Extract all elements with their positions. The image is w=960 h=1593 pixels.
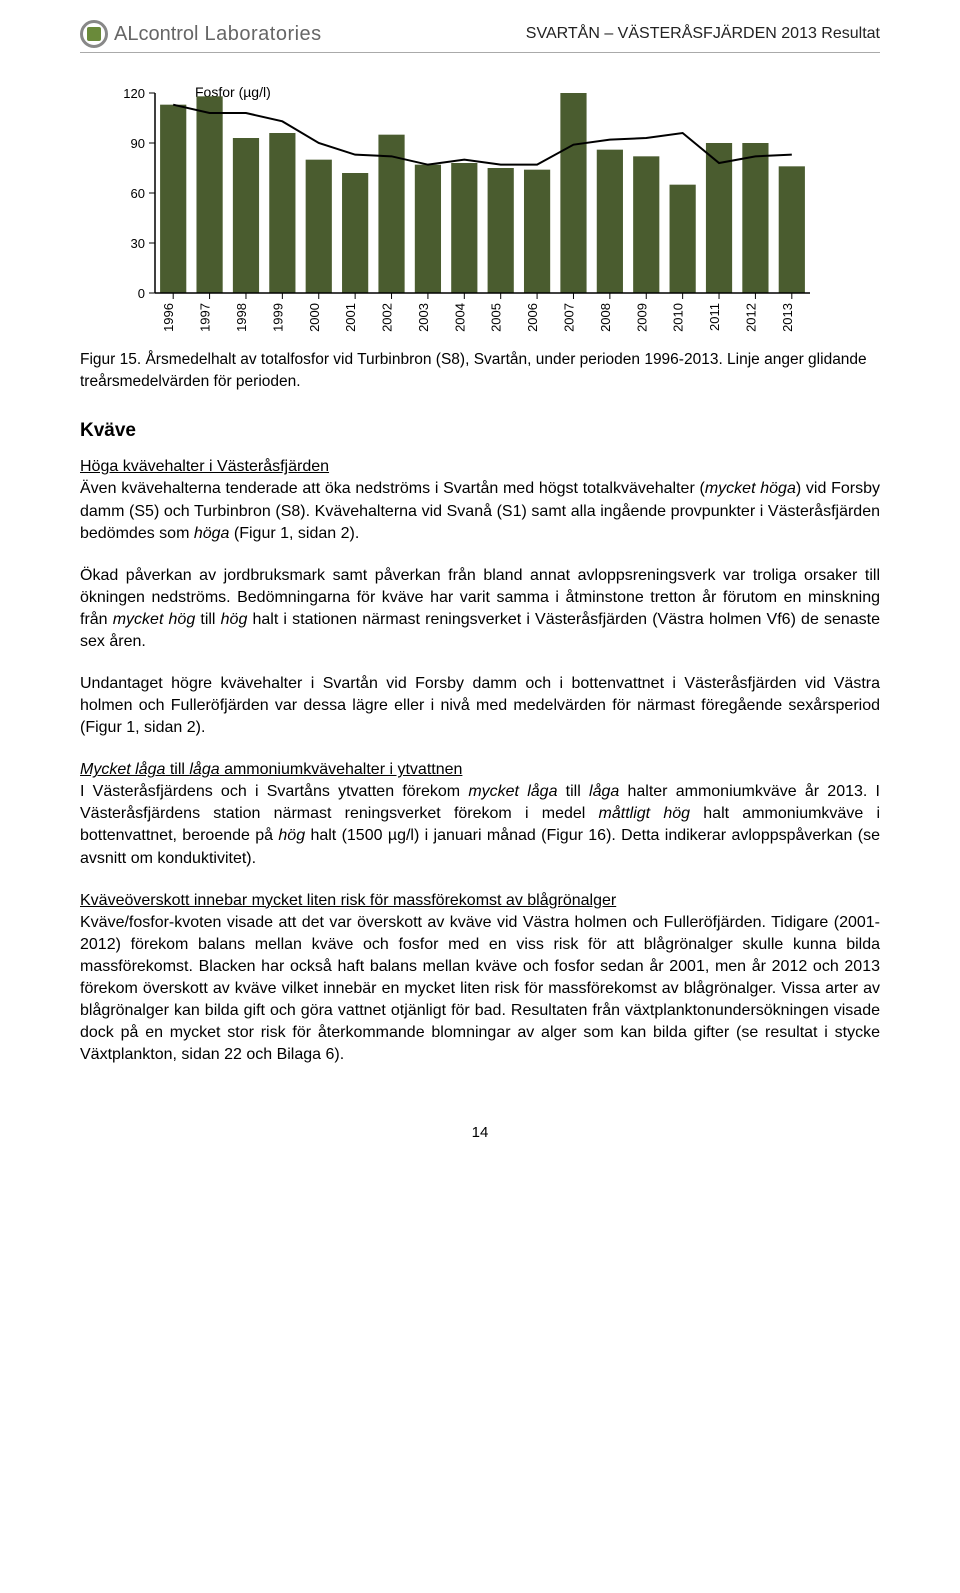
kvave-heading: Kväve	[80, 420, 880, 442]
para-1: Höga kvävehalter i Västeråsfjärden Även …	[80, 456, 880, 544]
svg-text:2006: 2006	[525, 303, 540, 332]
t: måttligt hög	[599, 805, 691, 822]
svg-text:2003: 2003	[416, 303, 431, 332]
svg-text:1999: 1999	[270, 303, 285, 332]
svg-text:2009: 2009	[634, 303, 649, 332]
svg-text:2002: 2002	[380, 303, 395, 332]
para-1-title: Höga kvävehalter i Västeråsfjärden	[80, 458, 329, 475]
svg-text:1996: 1996	[161, 303, 176, 332]
t: till	[195, 611, 220, 628]
t: Även kvävehalterna tenderade att öka ned…	[80, 480, 705, 497]
page-header: ALcontrol Laboratories SVARTÅN – VÄSTERÅ…	[80, 20, 880, 53]
brand-part-a: ALcontrol	[114, 23, 199, 46]
svg-text:60: 60	[131, 186, 145, 201]
t: I Västeråsfjärdens och i Svartåns ytvatt…	[80, 783, 468, 800]
t: till	[165, 761, 189, 778]
t: Kväve/fosfor-kvoten visade att det var ö…	[80, 914, 880, 1063]
t: till	[557, 783, 589, 800]
figure-caption: Figur 15. Årsmedelhalt av totalfosfor vi…	[80, 349, 880, 392]
page: ALcontrol Laboratories SVARTÅN – VÄSTERÅ…	[0, 0, 960, 1181]
para-4: Mycket låga till låga ammoniumkvävehalte…	[80, 759, 880, 869]
para-4-title: Mycket låga till låga ammoniumkvävehalte…	[80, 761, 462, 778]
svg-text:2011: 2011	[707, 303, 722, 331]
svg-text:1998: 1998	[234, 303, 249, 332]
t: mycket höga	[705, 480, 796, 497]
fosfor-chart-svg: 0306090120Fosfor (µg/l)19961997199819992…	[100, 83, 820, 343]
t: mycket låga	[468, 783, 557, 800]
svg-text:2007: 2007	[561, 303, 576, 332]
svg-text:2013: 2013	[780, 303, 795, 332]
t: höga	[194, 525, 230, 542]
svg-text:2000: 2000	[307, 303, 322, 332]
t: mycket hög	[113, 611, 196, 628]
svg-text:2001: 2001	[343, 303, 358, 332]
t: hög	[278, 827, 305, 844]
logo-icon	[80, 20, 108, 48]
svg-text:90: 90	[131, 136, 145, 151]
fosfor-chart: 0306090120Fosfor (µg/l)19961997199819992…	[100, 83, 880, 343]
svg-text:0: 0	[138, 286, 145, 301]
t: (Figur 1, sidan 2).	[229, 525, 359, 542]
svg-text:1997: 1997	[198, 303, 213, 332]
t: Mycket låga	[80, 761, 165, 778]
header-context: SVARTÅN – VÄSTERÅSFJÄRDEN 2013 Resultat	[526, 25, 880, 43]
svg-text:120: 120	[123, 86, 145, 101]
para-2: Ökad påverkan av jordbruksmark samt påve…	[80, 565, 880, 653]
svg-text:30: 30	[131, 236, 145, 251]
para-5: Kväveöverskott innebar mycket liten risk…	[80, 890, 880, 1067]
t: låga	[589, 783, 619, 800]
svg-text:2004: 2004	[452, 303, 467, 332]
para-5-title: Kväveöverskott innebar mycket liten risk…	[80, 892, 616, 909]
svg-text:2008: 2008	[598, 303, 613, 332]
t: låga	[189, 761, 219, 778]
para-3: Undantaget högre kvävehalter i Svartån v…	[80, 673, 880, 739]
t: hög	[221, 611, 248, 628]
svg-text:2005: 2005	[489, 303, 504, 332]
brand-part-b: Laboratories	[205, 23, 322, 46]
t: ammoniumkvävehalter i ytvattnen	[220, 761, 463, 778]
page-number: 14	[80, 1124, 880, 1141]
svg-text:2010: 2010	[671, 303, 686, 332]
svg-text:2012: 2012	[743, 303, 758, 332]
brand: ALcontrol Laboratories	[80, 20, 322, 48]
